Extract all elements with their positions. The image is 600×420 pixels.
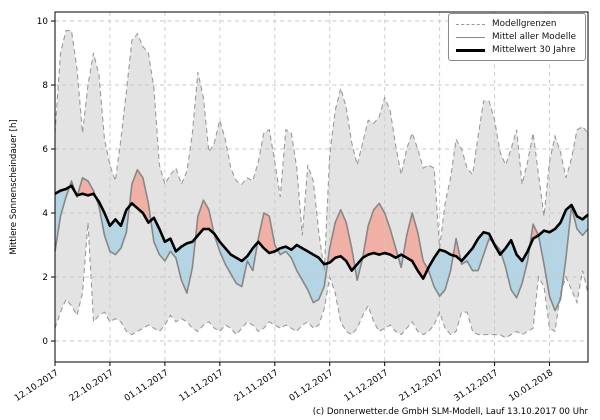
- legend-item-model-bounds: Modellgrenzen: [456, 19, 576, 29]
- svg-text:21.12.2017: 21.12.2017: [398, 368, 446, 404]
- mean-30y-line: [54, 184, 589, 280]
- legend-label: Modellgrenzen: [492, 19, 557, 29]
- svg-text:4: 4: [42, 209, 48, 219]
- svg-text:10: 10: [37, 17, 49, 27]
- y-axis-label: Mittlere Sonnenscheindauer [h]: [9, 119, 19, 255]
- svg-text:31.12.2017: 31.12.2017: [453, 368, 501, 404]
- gray-line-swatch: [456, 36, 486, 38]
- svg-text:01.11.2017: 01.11.2017: [123, 368, 171, 404]
- model-bounds-lines: [54, 30, 589, 339]
- svg-text:10.01.2018: 10.01.2018: [507, 368, 555, 404]
- legend-label: Mittelwert 30 Jahre: [492, 45, 576, 56]
- svg-text:8: 8: [42, 81, 48, 91]
- gridlines: [54, 12, 588, 362]
- svg-text:12.10.2017: 12.10.2017: [13, 368, 61, 404]
- legend-item-30y-mean: Mittelwert 30 Jahre: [456, 45, 576, 55]
- dashed-line-swatch: [456, 23, 486, 25]
- model-mean-line: [54, 169, 589, 312]
- legend-label: Mittel aller Modelle: [492, 32, 576, 43]
- axis-ticks: [51, 20, 551, 366]
- black-line-swatch: [456, 48, 486, 52]
- chart-legend: Modellgrenzen Mittel aller Modelle Mitte…: [448, 13, 586, 62]
- svg-text:2: 2: [42, 273, 48, 283]
- svg-text:6: 6: [42, 145, 48, 155]
- svg-text:22.10.2017: 22.10.2017: [68, 368, 116, 404]
- legend-item-model-mean: Mittel aller Modelle: [456, 32, 576, 42]
- svg-text:0: 0: [42, 337, 48, 347]
- y-tick-labels: 0 2 4 6 8 10: [37, 17, 49, 347]
- copyright-attribution: (c) Donnerwetter.de GmbH SLM-Modell, Lau…: [312, 407, 588, 417]
- svg-text:11.11.2017: 11.11.2017: [178, 368, 226, 404]
- plot-frame: [54, 11, 589, 363]
- svg-text:11.12.2017: 11.12.2017: [343, 368, 391, 404]
- svg-text:21.11.2017: 21.11.2017: [233, 368, 281, 404]
- svg-text:01.12.2017: 01.12.2017: [288, 368, 336, 404]
- x-tick-labels: 12.10.2017 22.10.2017 01.11.2017 11.11.2017…: [13, 368, 555, 404]
